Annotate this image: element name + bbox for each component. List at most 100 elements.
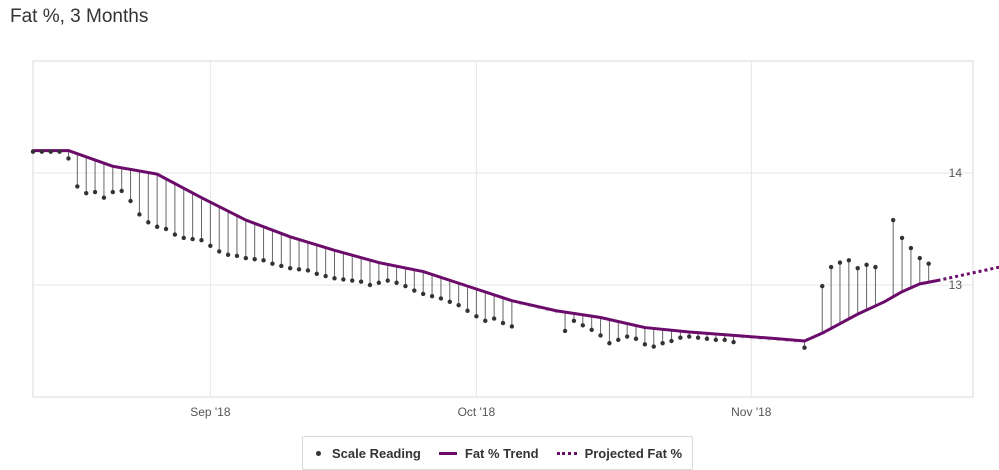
scale-reading-point bbox=[704, 336, 710, 341]
scale-reading-point bbox=[890, 217, 896, 223]
scale-reading-point bbox=[474, 314, 479, 319]
scale-reading-point bbox=[669, 338, 674, 344]
scale-reading-point bbox=[358, 279, 364, 284]
legend-item-scale-reading[interactable]: Scale Reading bbox=[313, 446, 421, 461]
scale-reading-point bbox=[722, 337, 727, 343]
scale-reading-point bbox=[323, 273, 328, 279]
legend-label-scale-reading: Scale Reading bbox=[332, 445, 421, 461]
scale-reading-point bbox=[252, 257, 257, 262]
scale-reading-point bbox=[660, 341, 665, 346]
scale-reading-point bbox=[137, 212, 142, 217]
scale-reading-point bbox=[447, 299, 452, 304]
scale-reading-point bbox=[376, 280, 382, 285]
scale-reading-point bbox=[217, 249, 222, 254]
scale-reading-point bbox=[678, 335, 683, 340]
plot-border bbox=[32, 60, 974, 398]
scale-reading-point bbox=[731, 339, 736, 345]
scale-reading-point bbox=[580, 323, 586, 328]
scale-reading-point bbox=[279, 263, 284, 269]
y-tick-label: 13 bbox=[949, 278, 963, 292]
scale-reading-point bbox=[394, 280, 399, 285]
scale-reading-point bbox=[225, 252, 231, 257]
scale-reading-point bbox=[92, 189, 98, 195]
scale-reading-point bbox=[261, 258, 266, 263]
scale-reading-point bbox=[243, 255, 249, 261]
scale-reading-point bbox=[403, 283, 408, 289]
scale-reading-point bbox=[864, 262, 869, 268]
scale-reading-point bbox=[57, 149, 62, 154]
stems-layer bbox=[32, 150, 930, 348]
scale-reading-point bbox=[837, 260, 843, 265]
scale-reading-point bbox=[420, 291, 426, 297]
scale-reading-point bbox=[84, 190, 89, 196]
scale-reading-point bbox=[314, 271, 319, 276]
scale-reading-point bbox=[270, 261, 275, 266]
scale-reading-point bbox=[820, 283, 825, 289]
scale-reading-point bbox=[483, 318, 488, 324]
scale-reading-point bbox=[873, 264, 878, 270]
scale-reading-point bbox=[172, 232, 178, 237]
scale-reading-point bbox=[66, 156, 71, 161]
legend-item-projected[interactable]: Projected Fat % bbox=[556, 445, 683, 461]
scale-reading-point bbox=[926, 261, 931, 266]
scale-reading-point bbox=[917, 255, 922, 261]
scale-reading-point bbox=[234, 253, 240, 259]
lines-layer bbox=[31, 149, 999, 343]
scale-reading-point bbox=[589, 327, 594, 332]
scale-reading-point bbox=[190, 236, 195, 242]
legend-dot-icon bbox=[316, 450, 321, 456]
scale-reading-point bbox=[367, 282, 373, 288]
scale-reading-point bbox=[713, 337, 719, 343]
scale-reading-point bbox=[412, 288, 417, 293]
scale-reading-point bbox=[687, 334, 692, 339]
projected-line bbox=[937, 265, 999, 282]
scale-reading-point bbox=[101, 195, 107, 200]
scale-reading-point bbox=[146, 220, 151, 225]
legend-label-trend: Fat % Trend bbox=[464, 445, 539, 461]
legend-item-trend[interactable]: Fat % Trend bbox=[438, 445, 539, 461]
scale-reading-point bbox=[199, 238, 204, 243]
scale-reading-point bbox=[908, 245, 914, 251]
scale-reading-point bbox=[607, 341, 612, 346]
trend-line bbox=[31, 149, 940, 343]
scale-reading-point bbox=[828, 264, 834, 270]
scale-reading-point bbox=[491, 316, 497, 321]
legend-label-projected: Projected Fat % bbox=[584, 445, 683, 461]
scale-reading-point bbox=[802, 345, 807, 350]
scale-reading-point bbox=[846, 258, 852, 263]
axis-labels-layer: Sep '18 Oct '18 Nov '18 13 14 bbox=[190, 166, 962, 419]
scale-reading-point bbox=[154, 224, 160, 229]
x-tick-label: Sep '18 bbox=[190, 405, 231, 419]
scale-reading-point bbox=[208, 243, 213, 248]
scale-reading-point bbox=[438, 296, 444, 301]
scale-reading-point bbox=[341, 277, 346, 282]
scale-reading-point bbox=[456, 302, 461, 308]
x-tick-label: Oct '18 bbox=[458, 405, 496, 419]
fat-chart: Sep '18 Oct '18 Nov '18 13 14 bbox=[30, 60, 999, 419]
scale-reading-point bbox=[899, 235, 905, 241]
dots-layer bbox=[30, 149, 931, 350]
chart-title: Fat %, 3 Months bbox=[10, 6, 149, 27]
legend-dotted-line-icon bbox=[556, 451, 577, 455]
scale-reading-point bbox=[385, 278, 390, 283]
scale-reading-point bbox=[642, 342, 648, 347]
scale-reading-point bbox=[48, 149, 53, 154]
scale-reading-point bbox=[128, 198, 133, 204]
y-tick-label: 14 bbox=[949, 166, 963, 180]
grid-layer bbox=[32, 60, 974, 398]
legend-line-icon bbox=[438, 451, 457, 455]
scale-reading-point bbox=[350, 278, 355, 283]
scale-reading-point bbox=[110, 189, 116, 195]
scale-reading-point bbox=[651, 344, 656, 349]
scale-reading-point bbox=[598, 333, 603, 338]
scale-reading-point bbox=[509, 324, 515, 329]
scale-reading-point bbox=[695, 335, 701, 340]
scale-reading-point bbox=[500, 320, 506, 326]
scale-reading-point bbox=[75, 184, 80, 189]
scale-reading-point bbox=[119, 188, 124, 194]
scale-reading-point bbox=[562, 328, 568, 334]
scale-reading-point bbox=[30, 149, 36, 154]
scale-reading-point bbox=[296, 267, 302, 272]
scale-reading-point bbox=[633, 336, 639, 341]
scale-reading-point bbox=[305, 268, 311, 273]
